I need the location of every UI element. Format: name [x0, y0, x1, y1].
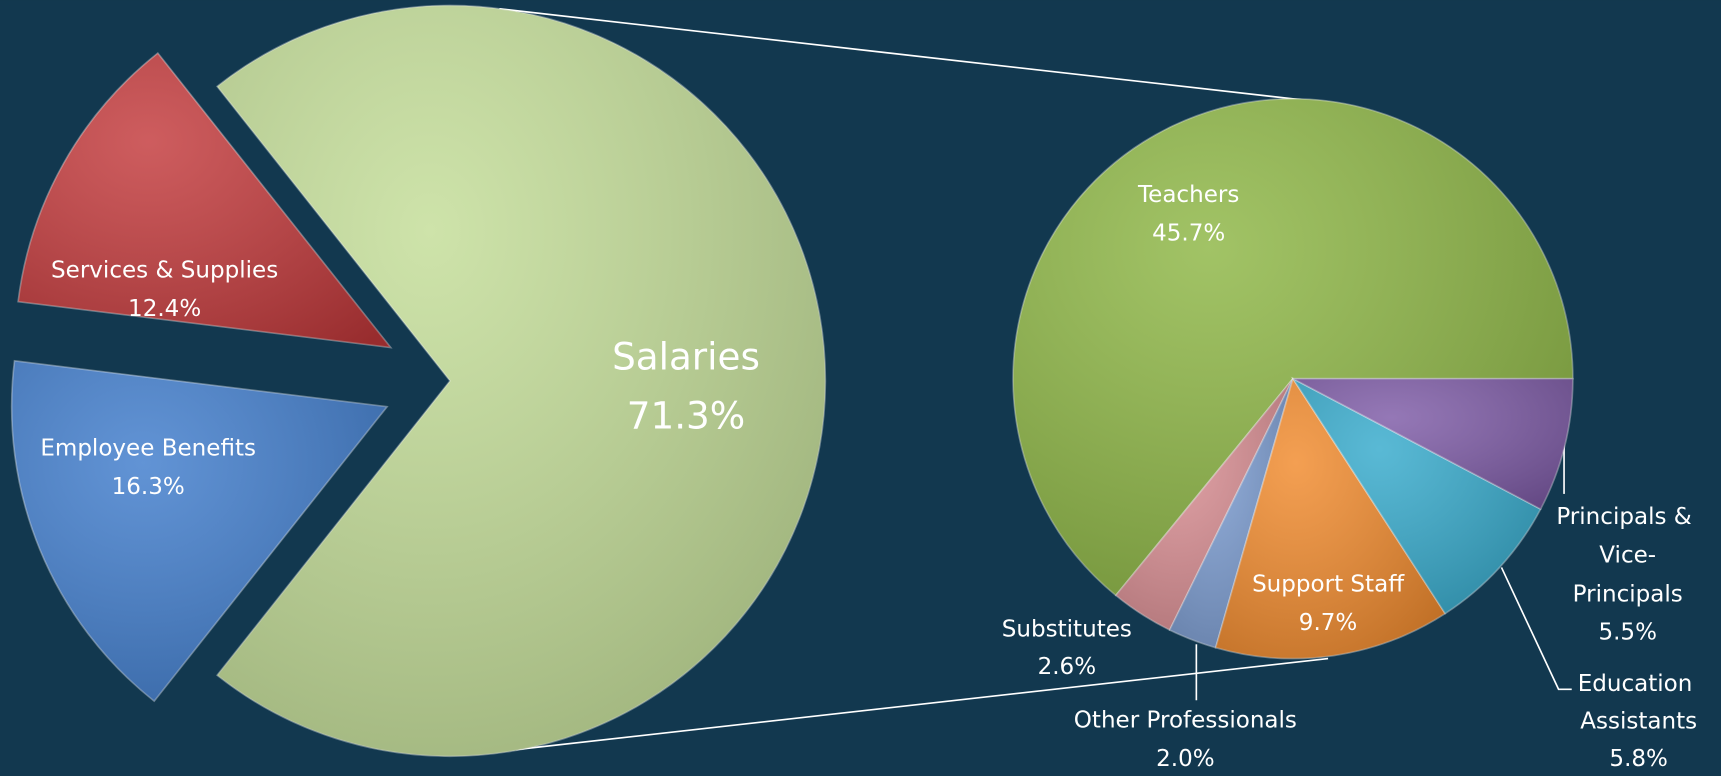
slice-shade	[11, 360, 388, 702]
label-line: Principals	[1573, 581, 1683, 607]
value-label: 5.5%	[1598, 620, 1657, 646]
slice	[10, 359, 389, 703]
category-label: Substitutes	[1002, 617, 1132, 643]
slice-shade	[1013, 98, 1573, 596]
label-line: Assistants	[1580, 708, 1697, 734]
slice	[17, 51, 393, 349]
connector-line	[496, 657, 1329, 753]
category-label: Salaries	[612, 334, 760, 378]
slice	[1012, 98, 1574, 597]
leader-line	[1500, 567, 1572, 691]
category-label: Employee Benefits	[40, 435, 256, 461]
category-label: Principals & Vice- Principals	[1556, 503, 1699, 606]
value-label: 16.3%	[112, 474, 185, 500]
slice-shade	[1115, 378, 1293, 630]
slice-shade	[1292, 378, 1573, 510]
slice	[1292, 377, 1574, 511]
category-label: Other Professionals	[1074, 708, 1297, 734]
slice	[1290, 376, 1542, 615]
label-line: Education	[1578, 670, 1700, 696]
slice-shade	[1292, 378, 1541, 614]
slice-shade	[18, 53, 391, 348]
slice	[1114, 378, 1294, 632]
slice-shade	[1169, 378, 1293, 648]
value-label: 5.8%	[1609, 746, 1668, 772]
value-label: 71.3%	[627, 394, 745, 438]
category-label: Support Staff	[1252, 572, 1405, 598]
value-label: 2.6%	[1038, 654, 1097, 680]
label-line: Principals &	[1556, 503, 1699, 529]
slice	[1168, 378, 1294, 649]
category-label: Education Assistants	[1578, 670, 1700, 734]
slice-shade	[1215, 378, 1446, 659]
connector-line	[499, 7, 1312, 102]
value-label: 12.4%	[128, 296, 201, 322]
value-label: 2.0%	[1156, 746, 1215, 772]
slice	[1214, 376, 1447, 660]
label-line: Vice-	[1599, 542, 1656, 568]
category-label: Services & Supplies	[51, 258, 278, 284]
value-label: 9.7%	[1299, 610, 1358, 636]
slice-shade	[217, 5, 826, 757]
category-label: Teachers	[1137, 182, 1239, 208]
value-label: 45.7%	[1152, 220, 1225, 246]
slice	[215, 4, 827, 758]
